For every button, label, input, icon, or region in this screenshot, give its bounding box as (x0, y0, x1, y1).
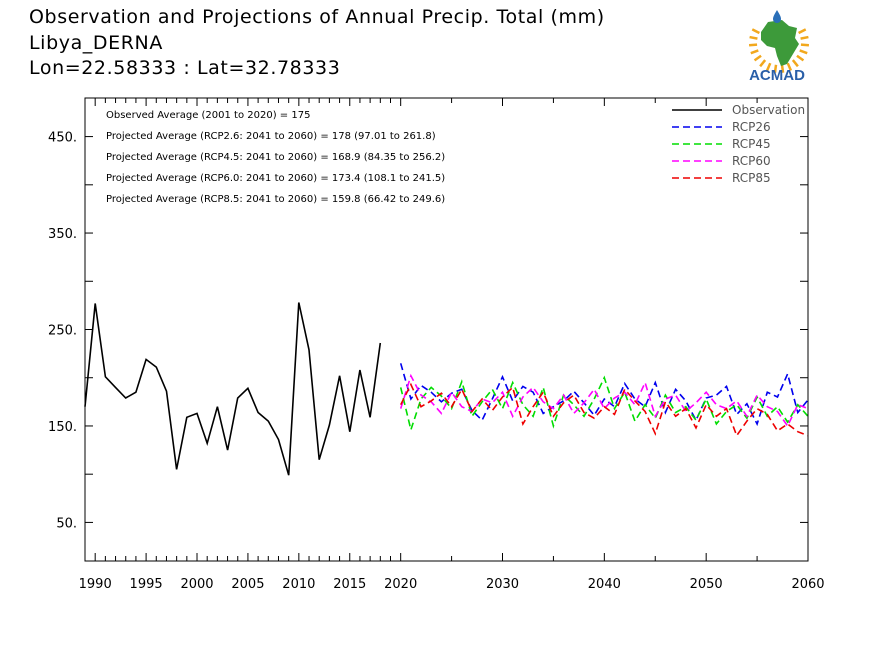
legend-label: Observation (732, 103, 805, 117)
logo-ray (800, 35, 809, 40)
y-tick-label: 50. (56, 516, 77, 531)
logo-ray (765, 62, 772, 72)
y-tick-label: 350. (48, 227, 77, 242)
location-coords: Lon=22.58333 : Lat=32.78333 (29, 57, 341, 79)
y-tick-label: 150. (48, 420, 77, 435)
legend-label: RCP45 (732, 137, 771, 151)
x-tick-label: 2010 (282, 577, 315, 592)
logo-text: ACMAD (749, 67, 805, 84)
series-line-rcp45 (399, 375, 809, 433)
legend-label: RCP60 (732, 154, 771, 168)
logo-ray (751, 28, 760, 35)
annotation-line: Projected Average (RCP8.5: 2041 to 2060)… (106, 194, 445, 205)
logo-ray (748, 43, 758, 47)
y-tick-label: 450. (48, 131, 77, 146)
y-tick-label: 250. (48, 324, 77, 339)
logo-ray (773, 64, 778, 73)
africa-shape (761, 20, 799, 66)
logo-ray (798, 28, 807, 35)
logo-ray (749, 35, 758, 40)
logo-ray (799, 49, 808, 55)
series-line-observation (84, 302, 382, 476)
logo-ray (800, 43, 810, 47)
annotation-line: Projected Average (RCP6.0: 2041 to 2060)… (106, 173, 445, 184)
x-tick-label: 2005 (231, 577, 264, 592)
acmad-logo: ACMAD (737, 8, 817, 84)
logo-ray (791, 59, 799, 68)
x-tick-label: 2030 (486, 577, 519, 592)
annotation-line: Observed Average (2001 to 2020) = 175 (106, 110, 310, 121)
logo-ray (780, 64, 785, 73)
annotation-line: Projected Average (RCP2.6: 2041 to 2060)… (106, 131, 436, 142)
acmad-logo-graphic: ACMAD (748, 10, 810, 84)
plot-frame (84, 97, 809, 562)
location-name: Libya_DERNA (29, 32, 163, 54)
logo-ray (796, 54, 805, 62)
x-tick-label: 2000 (180, 577, 213, 592)
series-line-rcp60 (399, 373, 809, 428)
logo-ray (786, 62, 793, 72)
x-tick-label: 2015 (333, 577, 366, 592)
x-tick-label: 2040 (588, 577, 621, 592)
x-tick-label: 2060 (791, 577, 824, 592)
chart-title: Observation and Projections of Annual Pr… (29, 6, 605, 28)
annotation-line: Projected Average (RCP4.5: 2041 to 2060)… (106, 152, 445, 163)
x-tick-label: 1995 (130, 577, 163, 592)
logo-ray (759, 59, 767, 68)
logo-ray (753, 54, 762, 62)
x-tick-label: 2020 (384, 577, 417, 592)
x-tick-label: 1990 (79, 577, 112, 592)
series-line-rcp85 (399, 382, 809, 438)
legend-label: RCP85 (732, 171, 771, 185)
water-drop-icon (773, 10, 781, 23)
series-line-rcp26 (399, 363, 809, 427)
x-tick-label: 2050 (690, 577, 723, 592)
legend-label: RCP26 (732, 120, 771, 134)
logo-ray (750, 49, 759, 55)
